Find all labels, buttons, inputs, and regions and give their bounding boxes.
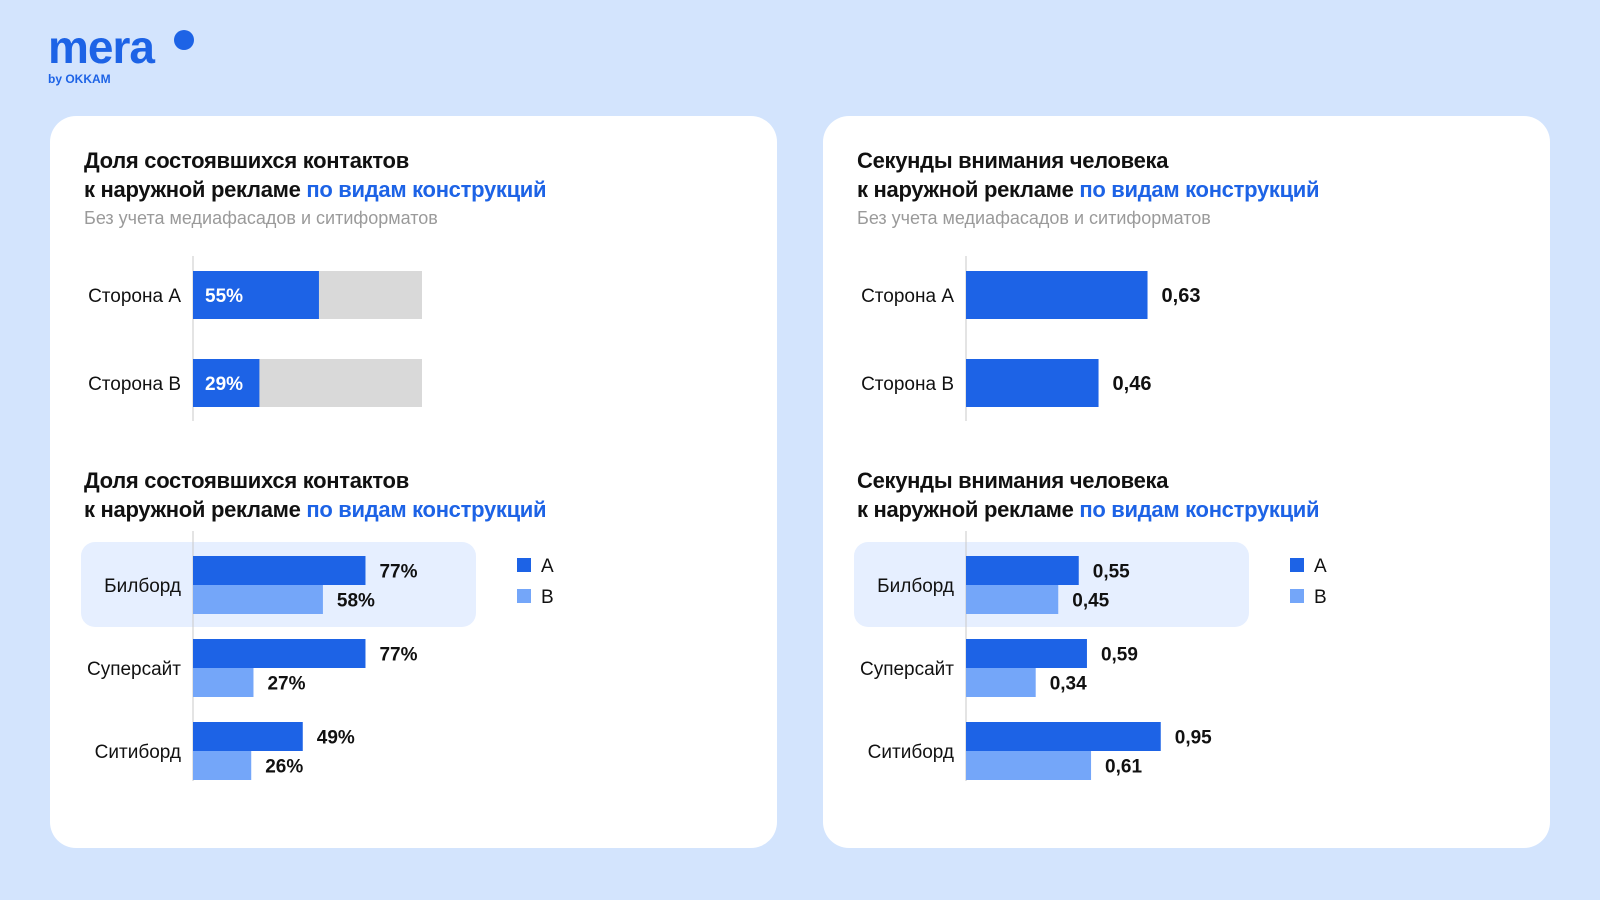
bar-series-b [966, 751, 1092, 780]
legend-label: A [1314, 556, 1327, 577]
bar-series-a [193, 639, 366, 668]
attention-seconds-sides-chart: Сторона А 0,63 Сторона В 0,46 [861, 256, 1201, 421]
title-accent: по видам конструкций [1079, 497, 1320, 522]
title-line-1: Доля состоявшихся контактов [84, 148, 409, 173]
left-top-chart-subtitle: Без учета медиафасадов и ситиформатов [84, 208, 438, 228]
data-label: 0,46 [1113, 373, 1152, 395]
right-top-chart-title: Секунды внимания человека к наружной рек… [857, 146, 1320, 204]
data-label: 0,63 [1162, 285, 1201, 307]
data-label: 55% [205, 286, 243, 307]
title-line-1: Секунды внимания человека [857, 148, 1169, 173]
logo-dot-icon [174, 30, 194, 50]
bar-series-b [966, 585, 1059, 614]
left-bottom-chart-title: Доля состоявшихся контактов к наружной р… [84, 466, 547, 524]
category-label: Ситиборд [868, 742, 954, 763]
legend-label: B [541, 587, 554, 608]
title-plain: к наружной рекламе [84, 497, 307, 522]
data-label: 26% [265, 757, 303, 778]
category-label: Суперсайт [860, 659, 954, 680]
title-line-2: к наружной рекламе по видам конструкций [857, 495, 1320, 524]
right-card: Секунды внимания человека к наружной рек… [823, 116, 1550, 848]
bar-series-a [966, 556, 1079, 585]
data-label: 27% [267, 674, 305, 695]
data-label: 77% [379, 645, 417, 666]
title-line-1: Доля состоявшихся контактов [84, 468, 409, 493]
data-label: 0,95 [1175, 728, 1212, 749]
title-line-2: к наружной рекламе по видам конструкций [84, 495, 547, 524]
title-plain: к наружной рекламе [857, 497, 1080, 522]
legend-label: B [1314, 587, 1327, 608]
category-label: Суперсайт [87, 659, 181, 680]
category-label: Сторона А [88, 286, 181, 307]
title-accent: по видам конструкций [1079, 177, 1320, 202]
bar-series-b [193, 751, 252, 780]
bar [966, 359, 1099, 407]
legend-swatch [517, 558, 531, 572]
title-plain: к наружной рекламе [84, 177, 307, 202]
bar-series-a [193, 722, 303, 751]
legend-label: A [541, 556, 554, 577]
bar-series-a [966, 722, 1161, 751]
right-bottom-chart-title: Секунды внимания человека к наружной рек… [857, 466, 1320, 524]
title-plain: к наружной рекламе [857, 177, 1080, 202]
category-label: Сторона В [861, 374, 954, 395]
data-label: 49% [317, 728, 355, 749]
category-label: Ситиборд [95, 742, 181, 763]
legend-swatch [1290, 558, 1304, 572]
bar-series-a [193, 556, 366, 585]
left-top-chart-title: Доля состоявшихся контактов к наружной р… [84, 146, 547, 204]
bar-series-a [966, 639, 1087, 668]
logo-wordmark: mera [48, 21, 155, 73]
data-label: 29% [205, 374, 243, 395]
left-card: Доля состоявшихся контактов к наружной р… [50, 116, 777, 848]
attention-seconds-types-chart: Билборд 0,55 0,45 Суперсайт 0,59 0,34 Ситиборд… [854, 531, 1327, 781]
title-line-2: к наружной рекламе по видам конструкций [857, 175, 1320, 204]
logo-subtitle: by OKKAM [48, 72, 111, 86]
data-label: 58% [337, 591, 375, 612]
category-label: Билборд [877, 576, 954, 597]
title-line-2: к наружной рекламе по видам конструкций [84, 175, 547, 204]
data-label: 77% [379, 562, 417, 583]
contacts-share-sides-chart: Сторона А 55% Сторона В 29% [88, 256, 422, 421]
legend-swatch [1290, 589, 1304, 603]
title-accent: по видам конструкций [306, 177, 547, 202]
bar [966, 271, 1148, 319]
title-accent: по видам конструкций [306, 497, 547, 522]
category-label: Сторона А [861, 286, 954, 307]
category-label: Билборд [104, 576, 181, 597]
mera-logo: mera by OKKAM [48, 21, 194, 86]
category-label: Сторона В [88, 374, 181, 395]
right-top-chart-subtitle: Без учета медиафасадов и ситиформатов [857, 208, 1211, 228]
data-label: 0,61 [1105, 757, 1142, 778]
data-label: 0,59 [1101, 645, 1138, 666]
data-label: 0,55 [1093, 562, 1130, 583]
bar [193, 271, 319, 319]
legend-swatch [517, 589, 531, 603]
title-line-1: Секунды внимания человека [857, 468, 1169, 493]
data-label: 0,34 [1050, 674, 1087, 695]
bar-series-b [966, 668, 1036, 697]
bar-series-b [193, 668, 254, 697]
bar [193, 359, 260, 407]
data-label: 0,45 [1072, 591, 1109, 612]
bar-series-b [193, 585, 323, 614]
contacts-share-types-chart: Билборд77%58%Суперсайт77%27%Ситиборд49%2… [81, 531, 554, 781]
